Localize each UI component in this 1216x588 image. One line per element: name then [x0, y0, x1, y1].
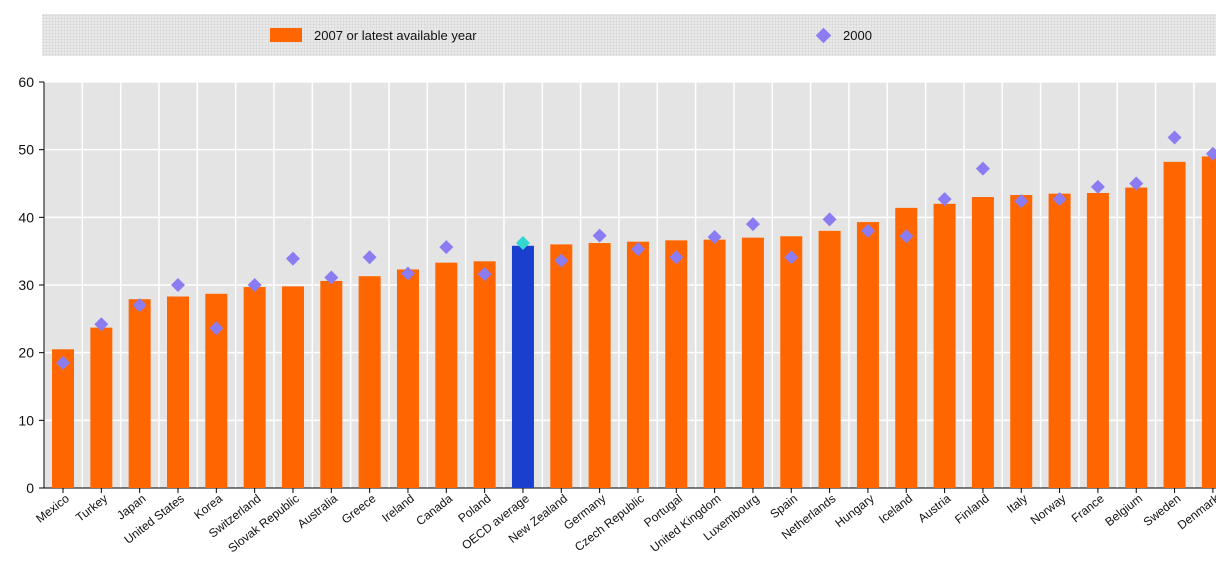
marker-new-zealand — [554, 253, 569, 268]
x-tick-label: Ireland — [379, 491, 417, 525]
bar-finland — [971, 197, 994, 489]
y-tick-label: 20 — [18, 345, 34, 361]
bar-luxembourg — [741, 237, 764, 488]
marker-norway — [1052, 192, 1067, 207]
legend-label-2007: 2007 or latest available year — [314, 27, 477, 43]
x-tick-label: Belgium — [1102, 491, 1145, 529]
marker-slovak-republic — [285, 251, 300, 266]
bar-hungary — [856, 222, 879, 488]
marker-sweden — [1167, 130, 1182, 145]
bar-canada — [435, 262, 458, 488]
bar-belgium — [1125, 187, 1148, 488]
marker-canada — [439, 240, 454, 255]
marker-czech-republic — [630, 242, 645, 257]
bar-poland — [473, 261, 496, 488]
marker-japan — [132, 298, 147, 313]
bar-netherlands — [818, 230, 841, 488]
bar-united-kingdom — [703, 239, 726, 488]
x-tick-label: Finland — [952, 491, 992, 526]
bar-mexico — [52, 349, 74, 488]
bar-iceland — [895, 207, 918, 489]
bar-sweden — [1163, 161, 1186, 488]
legend-label-2000: 2000 — [843, 27, 872, 43]
x-tick-label: Norway — [1028, 491, 1069, 527]
bar-denmark — [1201, 156, 1216, 488]
marker-finland — [975, 161, 990, 176]
x-tick-label: Austria — [915, 491, 953, 525]
chart-legend: 2007 or latest available year 2000 — [42, 14, 1216, 56]
bar-slovak-republic — [281, 286, 304, 488]
x-tick-label: Mexico — [33, 491, 72, 526]
bar-spain — [780, 236, 803, 488]
bar-portugal — [665, 240, 688, 488]
bar-italy — [1010, 195, 1033, 488]
x-tick-label: Canada — [413, 491, 455, 528]
marker-hungary — [860, 223, 875, 238]
bar-australia — [320, 280, 343, 488]
x-tick-label: Australia — [295, 491, 341, 531]
marker-netherlands — [822, 212, 837, 227]
x-tick-label: Slovak Republic — [225, 491, 301, 555]
y-tick-label: 60 — [18, 74, 34, 90]
legend-item-2000: 2000 — [815, 14, 872, 56]
bar-switzerland — [243, 287, 266, 488]
marker-poland — [477, 267, 492, 282]
y-tick-label: 50 — [18, 142, 34, 158]
marker-australia — [324, 270, 339, 285]
marker-spain — [784, 250, 799, 265]
marker-belgium — [1129, 176, 1144, 191]
y-tick-label: 0 — [26, 480, 34, 496]
x-tick-label: France — [1069, 491, 1107, 525]
y-tick-label: 30 — [18, 277, 34, 293]
marker-united-kingdom — [707, 229, 722, 244]
marker-portugal — [669, 250, 684, 265]
legend-item-2007: 2007 or latest available year — [270, 14, 477, 56]
bar-czech-republic — [626, 241, 649, 488]
marker-greece — [362, 250, 377, 265]
x-tick-label: Denmark — [1175, 491, 1216, 533]
marker-italy — [1014, 194, 1029, 209]
bar-oecd-average — [511, 245, 534, 488]
legend-swatch-bar — [270, 28, 302, 42]
bar-germany — [588, 243, 611, 488]
bar-japan — [128, 299, 151, 488]
marker-turkey — [94, 317, 109, 332]
x-tick-label: Spain — [767, 491, 800, 521]
x-tick-label: Iceland — [876, 491, 915, 526]
bar-turkey — [90, 327, 113, 488]
marker-oecd-average — [515, 236, 530, 251]
x-tick-label: Italy — [1004, 491, 1030, 516]
marker-mexico — [56, 355, 70, 370]
x-tick-label: Turkey — [73, 491, 110, 524]
marker-iceland — [899, 229, 914, 244]
bar-united-states — [166, 296, 189, 488]
bar-norway — [1048, 193, 1071, 488]
x-tick-label: Czech Republic — [572, 491, 647, 554]
bar-austria — [933, 203, 956, 489]
bar-new-zealand — [550, 244, 573, 488]
marker-denmark — [1205, 146, 1216, 161]
x-tick-label: Hungary — [832, 491, 876, 530]
marker-switzerland — [247, 278, 262, 292]
bar-greece — [358, 276, 381, 488]
legend-swatch-diamond — [815, 27, 832, 43]
y-tick-label: 40 — [18, 209, 34, 225]
y-tick-label: 10 — [18, 412, 34, 428]
marker-united-states — [170, 278, 185, 292]
marker-france — [1090, 179, 1105, 194]
marker-luxembourg — [745, 217, 760, 232]
bar-ireland — [396, 269, 419, 488]
bar-korea — [205, 293, 228, 488]
marker-ireland — [400, 266, 415, 281]
marker-germany — [592, 228, 607, 243]
marker-korea — [209, 321, 224, 336]
marker-austria — [937, 192, 952, 207]
x-tick-label: Greece — [339, 491, 379, 526]
bar-france — [1086, 192, 1109, 488]
